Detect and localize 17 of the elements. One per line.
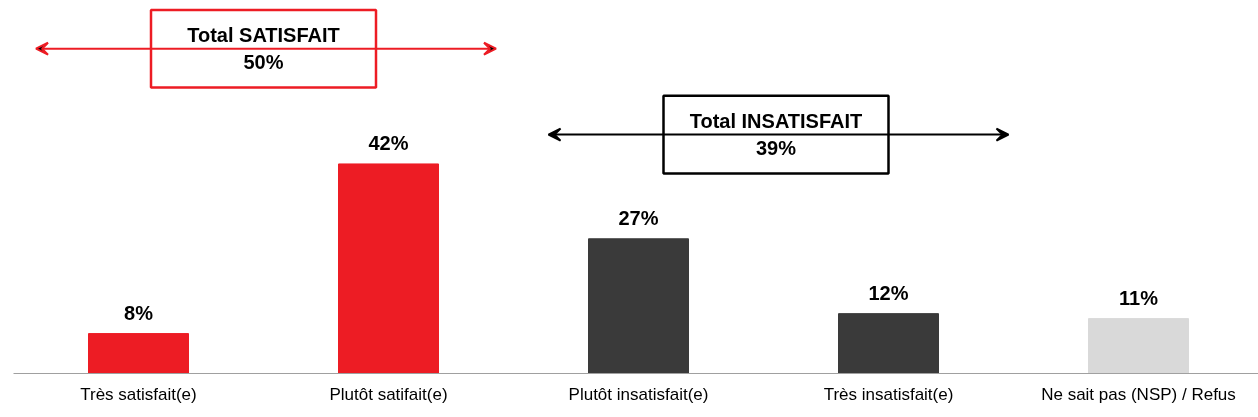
x-tick-label: Plutôt insatisfait(e)	[568, 384, 709, 404]
data-label: 12%	[868, 281, 909, 304]
data-label: 27%	[618, 206, 659, 229]
text: Total SATISFAIT 50%	[187, 24, 340, 74]
bar	[88, 333, 189, 374]
data-label: 8%	[124, 301, 154, 324]
bar	[1088, 318, 1189, 374]
data-label: 11%	[1119, 286, 1159, 309]
x-tick-label: Très insatisfait(e)	[823, 384, 954, 404]
x-tick-label: Très satisfait(e)	[80, 384, 197, 404]
bar	[338, 163, 439, 374]
bar	[588, 238, 689, 374]
x-tick-label: Ne sait pas (NSP) / Refus	[1041, 384, 1236, 404]
x-tick-label: Plutôt satifait(e)	[329, 384, 448, 404]
text: Total INSATISFAIT 39%	[689, 109, 863, 160]
bar	[838, 313, 939, 374]
data-label: 42%	[368, 131, 409, 154]
